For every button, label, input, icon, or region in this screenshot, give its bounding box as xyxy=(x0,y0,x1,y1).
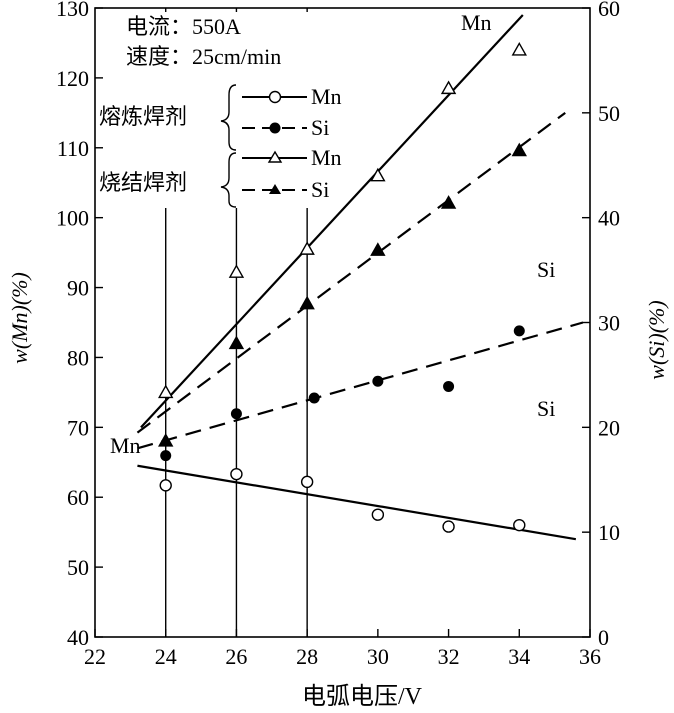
series-2-point-2 xyxy=(230,408,242,420)
series-4-fit-line xyxy=(136,111,566,434)
annotations: Mn Si Si Mn xyxy=(110,10,555,458)
legend-label-sinter-si: Si xyxy=(311,177,329,202)
series-1-point-4 xyxy=(371,508,385,521)
y-left-axis-label: w(Mn)(%) xyxy=(7,272,32,364)
y-left-tick-label-70: 70 xyxy=(67,415,89,440)
series-4-point-2 xyxy=(228,335,245,350)
condition-speed: 速度：25cm/min xyxy=(126,44,281,69)
legend-group-2-label: 烧结焊剂 xyxy=(99,170,187,195)
legend-brace-1 xyxy=(220,84,237,151)
series-1-point-3 xyxy=(300,475,314,489)
series-4-point-6 xyxy=(511,142,527,157)
series-3-point-1 xyxy=(158,384,174,399)
y-left-tick-label-80: 80 xyxy=(67,345,89,370)
series-3-point-3 xyxy=(299,241,315,255)
annotation-sinter-mn: Mn xyxy=(461,10,492,35)
annotation-sinter-si: Si xyxy=(537,257,555,282)
y-left-tick-label-100: 100 xyxy=(56,206,89,231)
x-tick-label-30: 30 xyxy=(367,644,389,669)
y-left-tick-label-50: 50 xyxy=(67,555,89,580)
y-right-tick-label-60: 60 xyxy=(598,0,620,21)
series-3-point-2 xyxy=(228,264,245,278)
series-4-point-3 xyxy=(299,295,315,310)
series-4-point-5 xyxy=(440,195,457,209)
axes: 22 24 26 28 30 32 34 36405060708090100110120130… xyxy=(56,0,620,669)
series-4-point-4 xyxy=(370,242,386,256)
legend-label-melt-si: Si xyxy=(311,115,329,140)
x-tick-label-34: 34 xyxy=(508,644,530,669)
y-right-tick-label-50: 50 xyxy=(598,101,620,126)
series-2-fit-line xyxy=(137,321,584,450)
y-left-tick-label-40: 40 xyxy=(67,625,89,650)
y-left-tick-label-90: 90 xyxy=(67,276,89,301)
legend-marker-filled-triangle xyxy=(269,184,281,194)
series-2-point-1 xyxy=(160,450,172,462)
y-right-tick-label-20: 20 xyxy=(598,415,620,440)
y-left-tick-label-120: 120 xyxy=(56,66,89,91)
series-1-point-5 xyxy=(442,520,455,533)
legend-group-1-label: 熔炼焊剂 xyxy=(99,104,187,129)
series-3-point-4 xyxy=(370,167,386,182)
legend-marker-filled-circle xyxy=(269,122,281,134)
legend: 电流：550A 速度：25cm/min 熔炼焊剂 烧结焊剂 Mn Si Mn S… xyxy=(99,12,362,208)
series-layer xyxy=(136,14,584,541)
y-right-tick-label-30: 30 xyxy=(598,311,620,336)
annotation-melt-si: Si xyxy=(537,396,555,421)
x-axis-label: 电弧电压/V xyxy=(302,683,423,710)
x-tick-label-28: 28 xyxy=(296,644,318,669)
series-1-point-2 xyxy=(230,467,243,481)
x-tick-label-36: 36 xyxy=(579,644,601,669)
y-right-tick-label-10: 10 xyxy=(598,520,620,545)
series-2-point-6 xyxy=(513,325,525,337)
legend-box xyxy=(99,12,362,208)
y-right-tick-label-40: 40 xyxy=(598,206,620,231)
series-2-point-3 xyxy=(308,392,320,404)
y-right-tick-label-0: 0 xyxy=(598,625,609,650)
series-3-point-6 xyxy=(511,42,527,56)
series-3-fit-line xyxy=(140,14,524,429)
y-left-tick-label-130: 130 xyxy=(56,0,89,21)
series-2-point-5 xyxy=(443,380,455,392)
series-1-fit-line xyxy=(137,464,577,541)
x-tick-label-32: 32 xyxy=(438,644,460,669)
legend-label-sinter-mn: Mn xyxy=(311,145,342,170)
y-right-axis-label: w(Si)(%) xyxy=(644,300,669,379)
series-3-point-5 xyxy=(440,80,457,95)
x-tick-label-26: 26 xyxy=(225,644,247,669)
legend-marker-open-circle xyxy=(268,90,282,104)
legend-brace-2 xyxy=(220,152,237,208)
series-2-point-4 xyxy=(372,375,384,387)
legend-label-melt-mn: Mn xyxy=(311,84,342,109)
annotation-melt-mn: Mn xyxy=(110,433,141,458)
series-1-point-6 xyxy=(513,518,526,532)
y-left-tick-label-110: 110 xyxy=(57,136,89,161)
legend-marker-open-triangle xyxy=(267,150,283,163)
y-left-tick-label-60: 60 xyxy=(67,485,89,510)
x-tick-label-24: 24 xyxy=(155,644,177,669)
x-tick-label-22: 22 xyxy=(84,644,106,669)
series-4-point-1 xyxy=(158,433,174,447)
series-1-point-1 xyxy=(159,479,172,492)
condition-current: 电流：550A xyxy=(126,14,241,39)
